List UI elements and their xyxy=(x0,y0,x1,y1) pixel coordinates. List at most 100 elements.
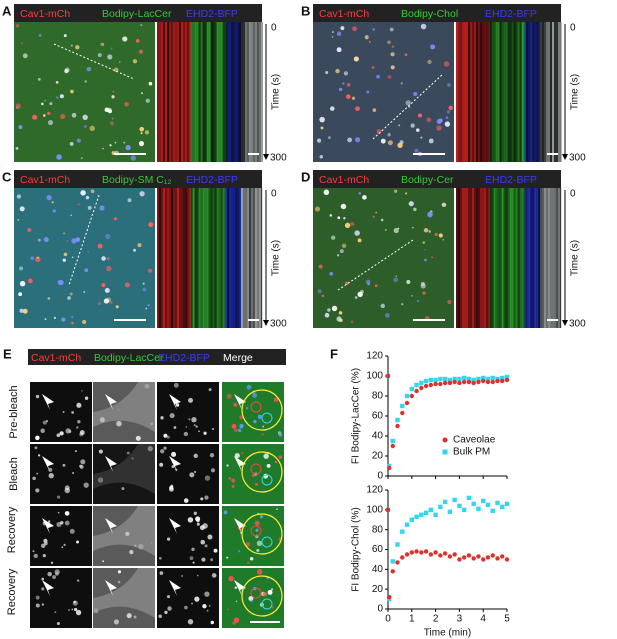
puncta xyxy=(70,214,73,217)
time-title: Time (s) xyxy=(570,240,581,276)
puncta xyxy=(113,67,119,73)
data-point xyxy=(457,376,462,382)
time-start: 0 xyxy=(271,23,277,34)
kymo-stripe xyxy=(517,188,520,328)
puncta xyxy=(193,453,198,459)
puncta xyxy=(71,256,74,259)
kymo-stripe xyxy=(493,22,496,162)
kymo-stripe xyxy=(181,22,183,162)
kymo-stripe xyxy=(524,22,527,162)
puncta xyxy=(49,102,53,106)
data-point xyxy=(419,380,424,386)
kymo-stripe xyxy=(202,22,205,162)
puncta xyxy=(397,227,400,230)
kymo-stripe xyxy=(513,22,516,162)
kymo-stripe xyxy=(247,188,249,328)
puncta xyxy=(52,575,56,579)
puncta xyxy=(337,216,341,220)
puncta xyxy=(64,487,71,494)
puncta xyxy=(254,483,258,486)
puncta xyxy=(444,121,451,127)
puncta xyxy=(129,549,134,555)
puncta xyxy=(163,446,167,450)
puncta xyxy=(441,202,447,208)
puncta xyxy=(142,287,147,292)
arrowhead xyxy=(105,580,117,596)
kymo-stripe xyxy=(474,188,476,328)
puncta xyxy=(354,137,361,143)
puncta xyxy=(35,595,40,600)
kymo-stripe xyxy=(214,22,217,162)
puncta xyxy=(87,251,89,254)
kymo-stripe xyxy=(200,22,203,162)
data-point xyxy=(438,376,443,382)
kymo-stripe xyxy=(556,188,558,328)
puncta xyxy=(132,59,138,64)
puncta xyxy=(246,384,252,390)
puncta xyxy=(159,556,162,560)
kymo-stripe xyxy=(466,22,468,162)
panel-label: A xyxy=(2,3,12,18)
puncta xyxy=(233,428,238,433)
data-point xyxy=(481,378,486,384)
puncta xyxy=(84,80,87,83)
puncta xyxy=(204,591,210,597)
puncta xyxy=(166,537,171,541)
legend-marker xyxy=(442,449,448,455)
puncta xyxy=(226,393,232,399)
puncta xyxy=(198,430,200,433)
puncta xyxy=(82,319,87,325)
puncta xyxy=(97,243,103,249)
puncta xyxy=(140,132,143,135)
kymo-stripe xyxy=(534,22,537,162)
puncta xyxy=(246,561,250,564)
puncta xyxy=(241,452,244,455)
data-point xyxy=(471,380,476,386)
bleach-roi xyxy=(241,575,283,617)
kymo-stripe xyxy=(468,188,470,328)
kymo-stripe xyxy=(227,22,230,162)
y-tick-label: 80 xyxy=(372,524,384,535)
puncta xyxy=(192,561,195,564)
puncta xyxy=(191,602,194,605)
kymo-stripe xyxy=(179,188,181,328)
kymo-stripe xyxy=(233,22,236,162)
puncta xyxy=(135,39,140,43)
puncta xyxy=(109,121,114,126)
kymo-stripe xyxy=(552,188,554,328)
kymo-stripe xyxy=(190,188,193,328)
kymo-stripe xyxy=(532,188,535,328)
kymo-stripe xyxy=(476,188,478,328)
puncta xyxy=(331,36,334,38)
puncta xyxy=(354,296,358,299)
panel-label: E xyxy=(3,346,12,361)
kymo-stripe xyxy=(163,188,165,328)
puncta xyxy=(37,77,41,81)
kymo-stripe xyxy=(482,22,484,162)
puncta xyxy=(262,425,265,428)
kymo-stripe xyxy=(171,188,173,328)
puncta xyxy=(189,472,195,478)
data-point xyxy=(500,554,505,559)
data-point xyxy=(386,465,392,471)
data-point xyxy=(481,557,486,562)
data-point xyxy=(390,569,395,574)
puncta xyxy=(122,36,128,42)
kymo-stripe xyxy=(241,22,243,162)
channel-label: Cav1-mCh xyxy=(20,8,70,20)
puncta xyxy=(43,237,49,243)
puncta xyxy=(411,226,414,229)
column-label: EHD2-BFP xyxy=(158,352,210,364)
puncta xyxy=(21,42,23,45)
puncta xyxy=(15,147,19,150)
data-point xyxy=(457,380,462,386)
puncta xyxy=(343,217,346,220)
kymo-stripe xyxy=(157,22,159,162)
puncta xyxy=(191,547,195,552)
puncta xyxy=(446,110,451,114)
puncta xyxy=(56,96,59,99)
kymo-stripe xyxy=(513,188,516,328)
puncta xyxy=(145,307,148,310)
time-end: 300 xyxy=(270,319,287,330)
puncta xyxy=(199,525,205,531)
